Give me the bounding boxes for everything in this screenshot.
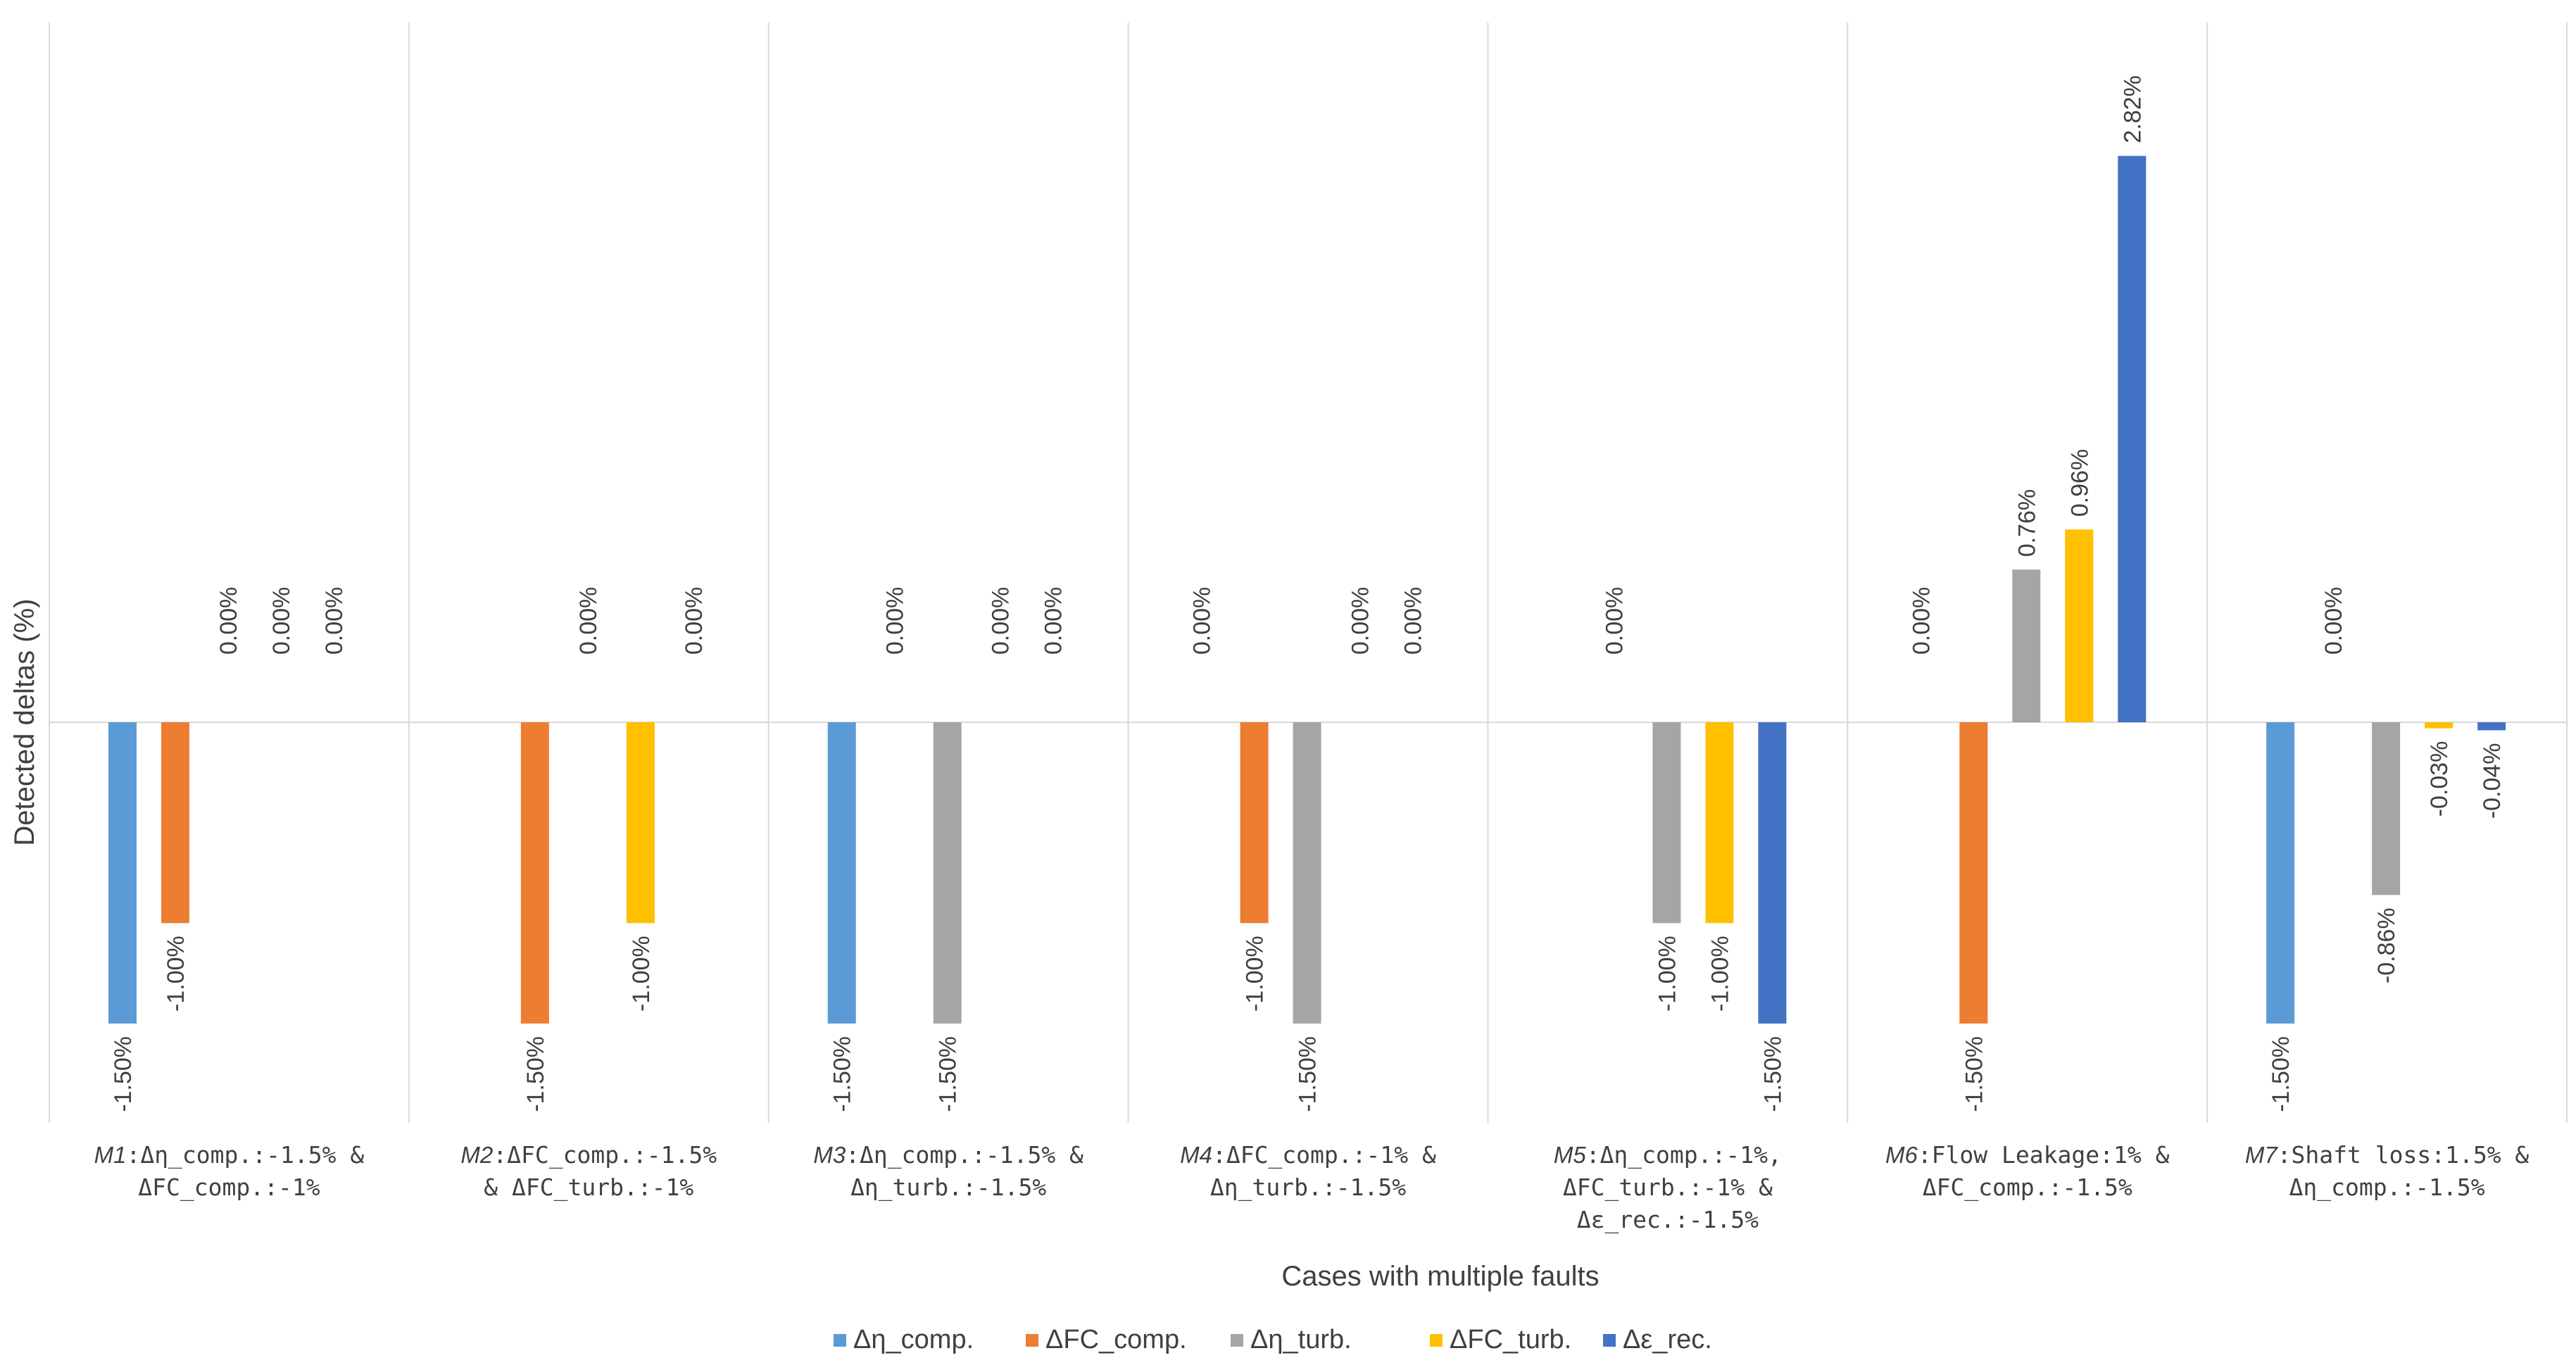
data-label: -0.86% [2373,907,2400,983]
legend-swatch [1231,1334,1243,1347]
data-label: 0.00% [2320,587,2347,655]
legend: Δη_comp. ΔFC_comp. Δη_turb. ΔFC_turb. Δε_rec… [834,1325,1712,1354]
data-label: 0.00% [1601,587,1628,655]
bar-m2-series-2 [520,722,549,1024]
legend-swatch [834,1334,846,1347]
bars [108,156,2506,1024]
bar-m4-series-2 [1240,722,1269,924]
legend-label: ΔFC_comp. [1045,1325,1187,1354]
data-label: -1.50% [935,1036,962,1112]
legend-item: Δε_rec. [1603,1325,1712,1354]
data-label: 0.96% [2066,449,2093,517]
bar-m6-series-2 [1959,722,1988,1024]
category-label-m7: Δη_comp.:-1.5% [2289,1174,2484,1202]
data-label: 0.00% [575,587,602,655]
data-label: -1.00% [628,936,655,1012]
data-label: 2.82% [2119,75,2146,143]
bar-m5-series-5 [1758,722,1787,1024]
data-label: -1.50% [2268,1036,2294,1112]
bar-m5-series-3 [1652,722,1681,924]
data-label: -1.00% [1654,936,1680,1012]
data-labels: -1.50% -1.00% 0.00% 0.00% 0.00% -1.50% 0.00% -1… [110,75,2506,1112]
legend-item: ΔFC_turb. [1430,1325,1571,1354]
data-label: 0.00% [681,587,708,655]
bar-m1-series-1 [108,722,137,1024]
legend-label: Δη_turb. [1250,1325,1352,1354]
legend-item: Δη_comp. [834,1325,974,1354]
data-label: -1.00% [1707,936,1733,1012]
legend-label: Δη_comp. [853,1325,974,1354]
data-label: -1.50% [1961,1036,1987,1112]
bar-m7-series-3 [2372,722,2401,895]
data-label: 0.00% [882,587,909,655]
bar-m3-series-3 [933,722,962,1024]
bar-m3-series-1 [827,722,856,1024]
bar-m7-series-5 [2477,722,2506,731]
legend-swatch [1603,1334,1616,1347]
category-label-m2: & ΔFC_turb.:-1% [484,1174,693,1202]
legend-swatch [1430,1334,1443,1347]
legend-label: Δε_rec. [1623,1325,1712,1354]
y-axis-title: Detected deltas (%) [9,598,40,845]
category-label-m4: Δη_turb.:-1.5% [1210,1174,1406,1202]
category-label-m4: M4:ΔFC_comp.:-1% & [1180,1141,1436,1169]
bar-m1-series-2 [161,722,189,924]
data-label: -1.50% [522,1036,549,1112]
data-label: -1.50% [829,1036,856,1112]
legend-item: ΔFC_comp. [1026,1325,1187,1354]
data-label: -1.00% [163,936,189,1012]
data-label: 0.00% [988,587,1014,655]
data-label: -1.50% [1759,1036,1786,1112]
category-label-m1: M1:Δη_comp.:-1.5% & [94,1141,365,1169]
data-label: 0.00% [1400,587,1427,655]
bar-m6-series-4 [2065,529,2094,722]
data-label: 0.76% [2013,489,2040,557]
legend-label: ΔFC_turb. [1450,1325,1571,1354]
data-label: 0.00% [1908,587,1935,655]
bar-m2-series-4 [626,722,655,924]
data-label: 0.00% [321,587,348,655]
x-axis-title: Cases with multiple faults [1281,1261,1599,1292]
legend-swatch [1026,1334,1038,1347]
category-label-m3: M3:Δη_comp.:-1.5% & [813,1141,1083,1169]
legend-item: Δη_turb. [1231,1325,1352,1354]
data-label: -1.00% [1242,936,1269,1012]
bar-m6-series-3 [2012,570,2041,722]
bar-m6-series-5 [2118,156,2147,723]
data-label: 0.00% [268,587,295,655]
data-label: 0.00% [1189,587,1216,655]
category-label-m5: ΔFC_turb.:-1% & [1563,1174,1773,1202]
bar-m4-series-3 [1293,722,1321,1024]
category-label-m7: M7:Shaft loss:1.5% & [2245,1141,2530,1169]
bar-m7-series-1 [2266,722,2295,1024]
data-label: 0.00% [1041,587,1067,655]
bar-m7-series-4 [2425,722,2454,729]
data-label: -1.50% [1295,1036,1321,1112]
bar-m5-series-4 [1705,722,1734,924]
data-label: -0.04% [2479,743,2506,819]
category-label-m3: Δη_turb.:-1.5% [850,1174,1046,1202]
data-label: -0.03% [2426,741,2453,817]
category-label-m5: M5:Δη_comp.:-1%, [1554,1141,1782,1169]
category-label-m2: M2:ΔFC_comp.:-1.5% [460,1141,717,1169]
category-labels: M1:Δη_comp.:-1.5% & ΔFC_comp.:-1% M2:ΔFC_c… [94,1141,2530,1234]
data-label: 0.00% [215,587,242,655]
category-label-m1: ΔFC_comp.:-1% [138,1174,320,1202]
data-label: -1.50% [110,1036,137,1112]
category-label-m6: M6:Flow Leakage:1% & [1885,1141,2170,1169]
category-label-m5: Δε_rec.:-1.5% [1577,1206,1759,1234]
data-label: 0.00% [1347,587,1374,655]
category-label-m6: ΔFC_comp.:-1.5% [1923,1174,2132,1202]
